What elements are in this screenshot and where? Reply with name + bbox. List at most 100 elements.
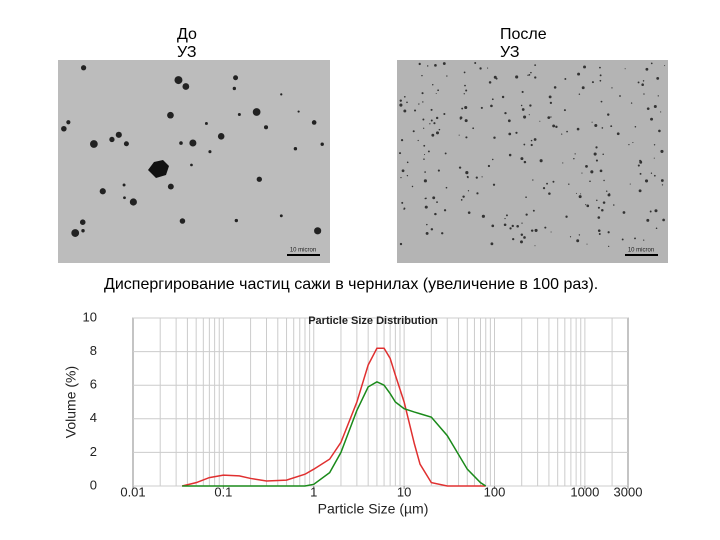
particle [234, 218, 239, 223]
particle [605, 190, 608, 192]
particle [189, 139, 197, 147]
particle [423, 158, 425, 160]
particle [550, 231, 552, 233]
particle [591, 121, 593, 123]
particle [418, 62, 421, 66]
particle [621, 238, 624, 241]
particle [436, 201, 438, 203]
particle [280, 93, 283, 96]
particle [586, 243, 588, 245]
particle [661, 184, 664, 186]
particle [583, 65, 587, 69]
particle [603, 179, 605, 182]
particle [528, 73, 531, 76]
particle [491, 98, 494, 101]
particle [399, 103, 403, 107]
particle [237, 113, 241, 117]
particle [525, 213, 528, 216]
particle [432, 196, 436, 200]
particle [598, 233, 601, 236]
y-tick-label: 4 [90, 410, 97, 425]
particle [129, 198, 137, 206]
particle [601, 127, 604, 129]
particle [634, 125, 637, 128]
particle [521, 108, 525, 111]
particle [547, 116, 551, 120]
plot-area [132, 317, 629, 487]
x-tick-label: 100 [484, 484, 506, 499]
particle [71, 229, 80, 237]
particle [662, 218, 665, 222]
particle [297, 110, 300, 113]
particle [399, 99, 402, 102]
particle [576, 239, 580, 243]
particle [399, 152, 402, 155]
particle [530, 139, 533, 142]
particle [399, 242, 403, 246]
particle [599, 79, 602, 82]
particle [639, 160, 643, 164]
particle [544, 226, 547, 229]
particle [634, 237, 636, 240]
micrograph-after [397, 60, 668, 263]
particle [474, 62, 477, 65]
particle [422, 101, 424, 103]
particle [577, 72, 581, 76]
particle [637, 164, 640, 167]
particle [480, 106, 483, 109]
particle [442, 62, 446, 65]
particle [594, 123, 598, 128]
particle [403, 95, 406, 98]
scale-label: 10 micron [290, 248, 316, 254]
caption: Диспергирование частиц сажи в чернилах (… [104, 276, 599, 293]
particle [320, 142, 324, 146]
particle [446, 75, 448, 77]
particle [653, 144, 656, 146]
particle [491, 224, 495, 228]
particle [123, 196, 126, 200]
particle [564, 78, 567, 80]
particle [539, 159, 543, 163]
particle [525, 196, 527, 198]
particle [597, 206, 600, 209]
y-tick-label: 0 [90, 477, 97, 492]
particle [438, 128, 441, 131]
particle [520, 157, 524, 161]
particle [435, 116, 439, 120]
particle [293, 147, 298, 151]
particle [403, 109, 407, 113]
particle [520, 104, 523, 107]
particle [217, 133, 225, 140]
particle [613, 204, 615, 206]
particles [61, 62, 666, 248]
particle [599, 169, 603, 173]
particle [462, 195, 465, 198]
particle [596, 199, 598, 202]
particle [532, 209, 535, 212]
particle [643, 239, 645, 241]
particle [490, 104, 493, 108]
particle [616, 132, 620, 136]
particle [632, 141, 634, 144]
chart-title: Particle Size Distribution [308, 315, 438, 327]
particle [507, 119, 511, 123]
particle [427, 65, 429, 67]
particle [580, 193, 582, 195]
particle [645, 67, 649, 71]
particle [523, 160, 527, 164]
particle [430, 108, 433, 111]
particle [619, 95, 621, 97]
particle [653, 174, 656, 177]
particle [520, 240, 523, 244]
particle [649, 210, 652, 213]
particle [79, 219, 86, 225]
particle [492, 158, 494, 161]
particle [573, 158, 575, 160]
particle [481, 176, 483, 178]
particle [607, 231, 610, 234]
particle [515, 75, 519, 79]
particle [503, 223, 507, 227]
particle [437, 169, 440, 172]
particle [167, 183, 174, 190]
